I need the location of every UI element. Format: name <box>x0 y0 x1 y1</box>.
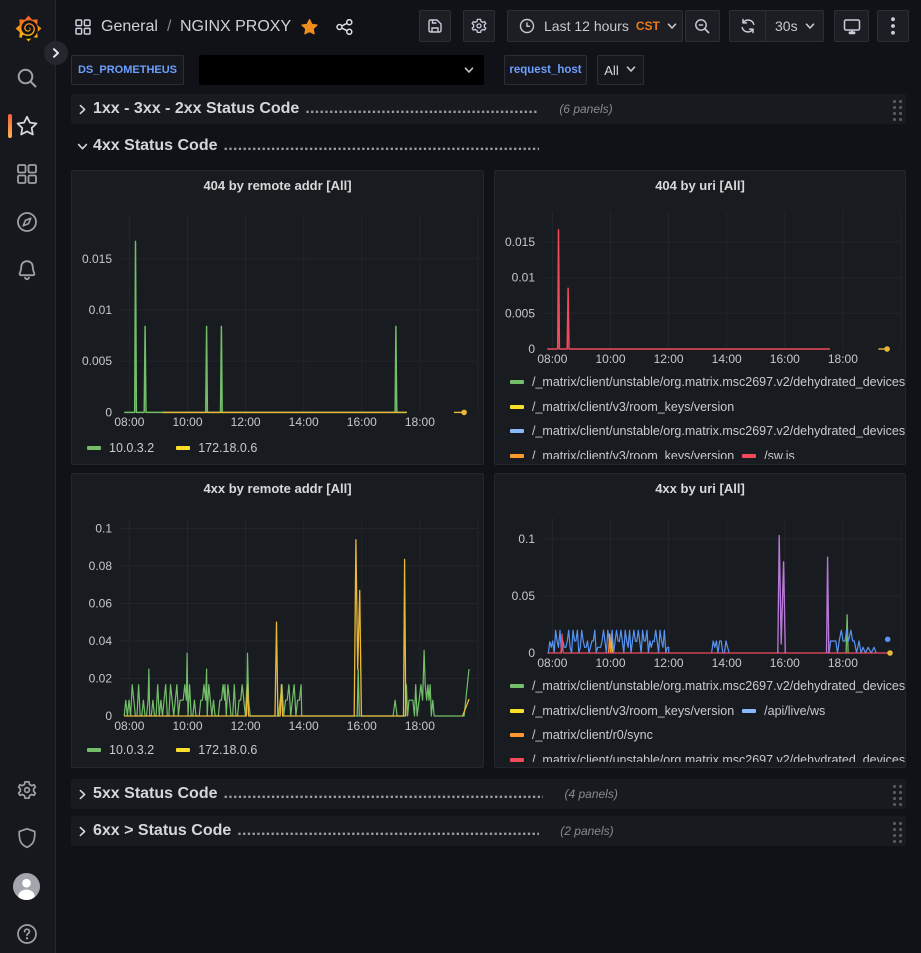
svg-text:0.01: 0.01 <box>89 303 113 317</box>
svg-text:0.1: 0.1 <box>518 532 535 546</box>
svg-text:0.005: 0.005 <box>505 306 535 320</box>
svg-text:0.1: 0.1 <box>95 522 112 536</box>
svg-text:18:00: 18:00 <box>405 719 435 733</box>
svg-text:12:00: 12:00 <box>654 656 684 670</box>
svg-text:16:00: 16:00 <box>770 656 800 670</box>
svg-text:10:00: 10:00 <box>595 656 625 670</box>
svg-text:0.01: 0.01 <box>512 271 536 285</box>
svg-text:0: 0 <box>528 342 535 356</box>
svg-text:0.05: 0.05 <box>512 589 536 603</box>
svg-text:08:00: 08:00 <box>537 352 567 366</box>
svg-text:12:00: 12:00 <box>654 352 684 366</box>
svg-text:0.06: 0.06 <box>89 597 113 611</box>
svg-text:0: 0 <box>105 405 112 419</box>
svg-text:08:00: 08:00 <box>114 415 144 429</box>
svg-text:08:00: 08:00 <box>114 719 144 733</box>
svg-text:16:00: 16:00 <box>347 415 377 429</box>
svg-text:0.005: 0.005 <box>82 354 112 368</box>
svg-text:18:00: 18:00 <box>405 415 435 429</box>
svg-text:0.015: 0.015 <box>82 252 112 266</box>
svg-text:16:00: 16:00 <box>347 719 377 733</box>
svg-text:08:00: 08:00 <box>537 656 567 670</box>
svg-text:0.04: 0.04 <box>89 634 113 648</box>
svg-text:0: 0 <box>528 646 535 660</box>
svg-text:0: 0 <box>105 709 112 723</box>
svg-text:12:00: 12:00 <box>231 719 261 733</box>
svg-text:0.015: 0.015 <box>505 235 535 249</box>
svg-text:10:00: 10:00 <box>595 352 625 366</box>
svg-text:14:00: 14:00 <box>712 352 742 366</box>
svg-text:18:00: 18:00 <box>828 352 858 366</box>
svg-text:10:00: 10:00 <box>172 415 202 429</box>
svg-text:12:00: 12:00 <box>231 415 261 429</box>
svg-text:10:00: 10:00 <box>172 719 202 733</box>
svg-text:18:00: 18:00 <box>828 656 858 670</box>
svg-text:0.08: 0.08 <box>89 559 113 573</box>
svg-text:14:00: 14:00 <box>289 415 319 429</box>
svg-text:14:00: 14:00 <box>289 719 319 733</box>
svg-text:14:00: 14:00 <box>712 656 742 670</box>
svg-text:0.02: 0.02 <box>89 672 113 686</box>
svg-text:16:00: 16:00 <box>770 352 800 366</box>
